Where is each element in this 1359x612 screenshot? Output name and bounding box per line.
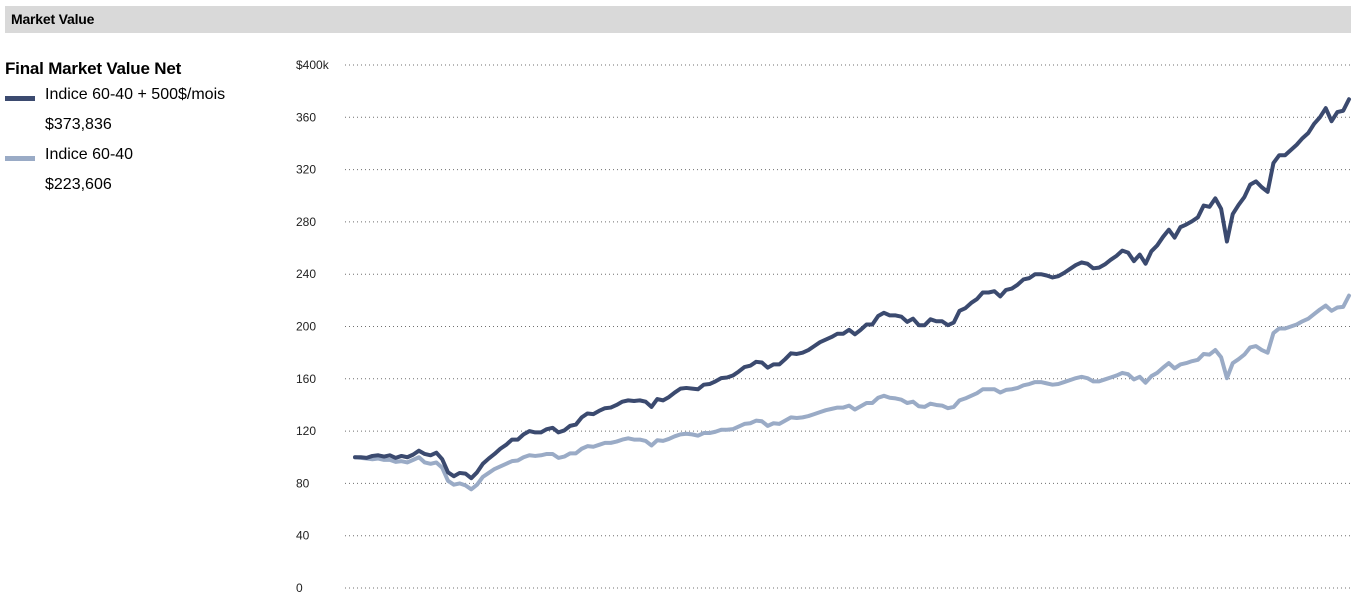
y-tick-label: 240 bbox=[296, 267, 316, 281]
y-tick-label: 160 bbox=[296, 372, 316, 386]
legend-name-series-1: Indice 60-40 + 500$/mois bbox=[45, 86, 226, 103]
y-tick-label: 320 bbox=[296, 163, 316, 177]
legend-title: Final Market Value Net bbox=[5, 59, 182, 78]
section-title: Market Value bbox=[11, 11, 95, 27]
series-line-2 bbox=[353, 293, 1351, 492]
y-tick-label: $400k bbox=[296, 58, 330, 72]
y-tick-label: 360 bbox=[296, 110, 316, 124]
y-tick-label: 200 bbox=[296, 320, 316, 334]
y-tick-label: 40 bbox=[296, 529, 310, 543]
series-line-1 bbox=[353, 97, 1351, 481]
chart-series bbox=[353, 97, 1351, 492]
legend-item-series-1: Indice 60-40 + 500$/mois $373,836 bbox=[5, 85, 275, 145]
y-tick-label: 0 bbox=[296, 581, 303, 595]
legend: Final Market Value Net Indice 60-40 + 50… bbox=[5, 59, 275, 205]
legend-value-series-1: $373,836 bbox=[45, 116, 112, 133]
legend-value-series-2: $223,606 bbox=[45, 176, 112, 193]
y-tick-label: 80 bbox=[296, 476, 310, 490]
y-tick-label: 120 bbox=[296, 424, 316, 438]
legend-item-series-2: Indice 60-40 $223,606 bbox=[5, 145, 275, 205]
legend-name-series-2: Indice 60-40 bbox=[45, 146, 134, 163]
section-header: Market Value bbox=[5, 6, 1351, 33]
chart-y-axis: 0 40 80 120 160 200 240 280 320 360 $400k bbox=[296, 58, 330, 595]
legend-swatch-series-2 bbox=[5, 156, 35, 161]
line-chart: 0 40 80 120 160 200 240 280 320 360 $400k bbox=[296, 58, 1351, 595]
legend-swatch-series-1 bbox=[5, 96, 35, 101]
y-tick-label: 280 bbox=[296, 215, 316, 229]
chart-gridlines bbox=[345, 64, 1350, 589]
